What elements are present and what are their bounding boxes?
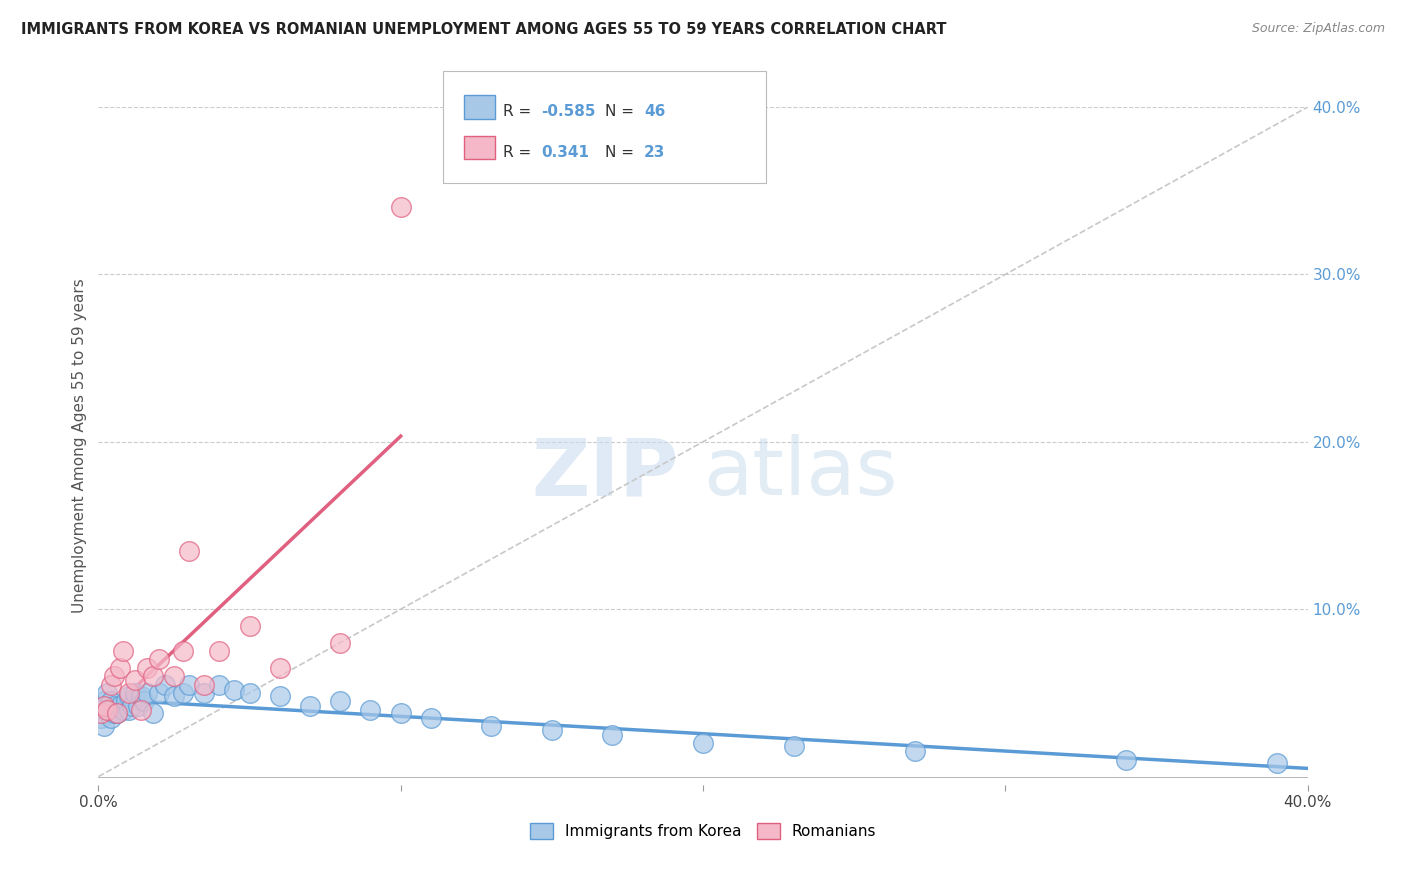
Point [179,543,201,558]
Point [153,677,176,691]
Point [124,673,146,687]
Point [783,739,806,754]
Point [540,723,562,737]
Text: N =: N = [605,104,638,120]
Point [193,677,215,691]
Text: Source: ZipAtlas.com: Source: ZipAtlas.com [1251,22,1385,36]
Point [208,644,231,658]
Point [105,706,128,720]
Point [90,703,112,717]
Text: IMMIGRANTS FROM KOREA VS ROMANIAN UNEMPLOYMENT AMONG AGES 55 TO 59 YEARS CORRELA: IMMIGRANTS FROM KOREA VS ROMANIAN UNEMPL… [21,22,946,37]
Text: 0.341: 0.341 [541,145,589,160]
Point [148,652,170,666]
Point [108,661,131,675]
Point [360,703,382,717]
Text: ZIP: ZIP [531,434,679,512]
Point [103,706,125,720]
Point [132,694,155,708]
Point [1267,756,1289,771]
Point [239,619,262,633]
Point [269,690,291,704]
Point [163,669,186,683]
Point [148,686,170,700]
Text: 23: 23 [644,145,665,160]
Point [100,677,122,691]
Point [118,686,141,700]
Point [103,699,125,714]
Point [124,686,146,700]
Point [96,703,118,717]
Point [135,686,157,700]
Point [100,711,122,725]
Point [481,719,503,733]
Text: atlas: atlas [703,434,897,512]
Text: 46: 46 [644,104,665,120]
Point [90,711,112,725]
Y-axis label: Unemployment Among Ages 55 to 59 years: Unemployment Among Ages 55 to 59 years [72,278,87,614]
Point [129,703,152,717]
Point [114,694,136,708]
Point [389,201,412,215]
Text: -0.585: -0.585 [541,104,596,120]
Point [224,682,246,697]
Point [163,690,186,704]
Point [269,661,291,675]
Text: R =: R = [503,145,537,160]
Text: R =: R = [503,104,537,120]
Point [299,699,322,714]
Point [108,699,131,714]
Point [121,699,143,714]
Point [135,661,157,675]
Point [329,694,352,708]
Point [105,706,128,720]
Point [208,677,231,691]
Point [103,669,125,683]
Point [111,644,134,658]
Point [90,706,112,720]
Text: N =: N = [605,145,638,160]
Point [93,699,115,714]
Point [420,711,443,725]
Point [127,699,149,714]
Legend: Immigrants from Korea, Romanians: Immigrants from Korea, Romanians [523,817,883,845]
Point [96,686,118,700]
Point [1115,753,1137,767]
Point [93,694,115,708]
Point [93,719,115,733]
Point [111,703,134,717]
Point [118,703,141,717]
Point [239,686,262,700]
Point [904,744,927,758]
Point [172,644,194,658]
Point [179,677,201,691]
Point [389,706,412,720]
Point [692,736,714,750]
Point [329,635,352,649]
Point [142,706,165,720]
Point [96,703,118,717]
Point [118,690,141,704]
Point [193,686,215,700]
Point [100,694,122,708]
Point [172,686,194,700]
Point [602,728,624,742]
Point [142,669,165,683]
Point [129,690,152,704]
